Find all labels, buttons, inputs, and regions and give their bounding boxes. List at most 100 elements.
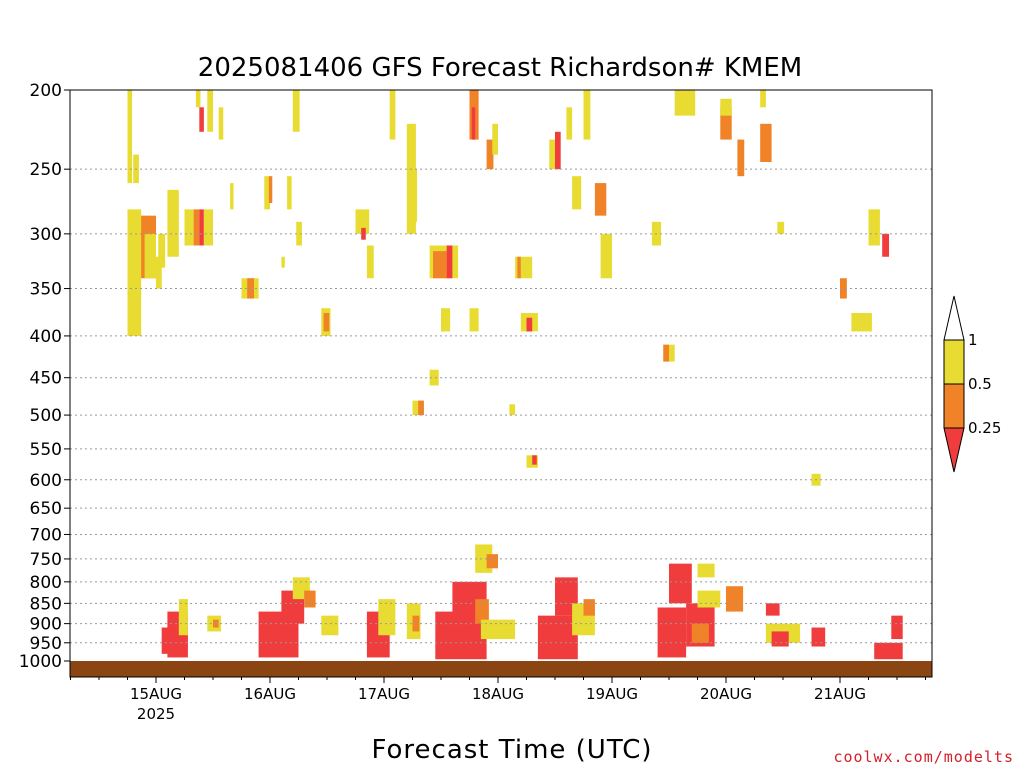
y-tick-label: 700	[30, 525, 62, 545]
ri-cell	[193, 209, 200, 246]
y-tick-label: 600	[30, 471, 62, 491]
ri-cell	[127, 90, 133, 184]
ri-cell	[737, 139, 745, 177]
ri-cell	[674, 90, 696, 116]
y-tick-label: 950	[30, 634, 62, 654]
ri-cell	[851, 313, 872, 332]
y-tick-label: 450	[30, 369, 62, 389]
ri-cell	[526, 317, 533, 332]
colorbar-swatch	[943, 383, 965, 429]
ri-cell	[868, 209, 880, 246]
y-tick-label: 500	[30, 406, 62, 426]
ri-cell	[406, 123, 416, 234]
ri-cell	[158, 233, 166, 268]
ri-cell	[323, 313, 330, 332]
ri-cell	[891, 615, 903, 640]
x-tick-label: 16AUG	[244, 685, 296, 703]
ri-cell	[566, 107, 573, 140]
ri-cell	[144, 233, 156, 279]
y-tick-label: 800	[30, 573, 62, 593]
ri-cell	[720, 98, 732, 116]
ri-cell	[292, 90, 300, 132]
ri-cell	[178, 599, 188, 636]
chart-title: 2025081406 GFS Forecast Richardson# KMEM	[198, 53, 802, 83]
ri-cell	[156, 256, 162, 289]
ri-cell	[218, 107, 224, 140]
ri-cell	[760, 90, 766, 108]
ri-cell	[532, 455, 537, 465]
ri-cell	[199, 107, 204, 132]
ri-cell	[199, 209, 204, 246]
ri-cell	[663, 344, 669, 362]
ri-cell	[882, 233, 890, 257]
y-tick-label: 300	[30, 225, 62, 245]
y-tick-label: 350	[30, 280, 62, 300]
ri-cell	[433, 251, 447, 279]
ri-cell	[697, 590, 721, 608]
ri-cell	[691, 623, 709, 643]
ri-cell	[366, 245, 374, 279]
ri-cell	[572, 176, 582, 210]
ri-cell	[378, 599, 396, 636]
colorbar-label: 0.25	[968, 419, 1001, 437]
ri-cell	[874, 642, 903, 660]
ri-cell	[583, 599, 595, 616]
ri-cell	[207, 90, 213, 132]
ri-cell	[492, 123, 498, 155]
colorbar-label: 1	[968, 331, 978, 349]
ri-cell	[509, 404, 516, 416]
ri-cell	[418, 400, 424, 416]
y-tick-label: 1000	[19, 652, 62, 672]
ri-cell	[389, 90, 396, 140]
y-tick-label: 550	[30, 440, 62, 460]
x-tick-label: 17AUG	[358, 685, 410, 703]
ri-cell	[765, 603, 780, 616]
ri-cell	[697, 563, 715, 578]
ri-cell	[281, 256, 285, 268]
y-tick-label: 750	[30, 550, 62, 570]
ri-cell	[268, 176, 273, 203]
ri-cell	[321, 615, 339, 636]
ri-cell	[441, 308, 451, 332]
x-tick-label: 20AUG	[700, 685, 752, 703]
ri-cell	[296, 221, 302, 246]
x-tick-label: 18AUG	[472, 685, 524, 703]
ri-cell	[429, 369, 439, 386]
y-tick-label: 200	[30, 81, 62, 101]
ri-cell	[549, 139, 559, 170]
colorbar: 1 0.5 0.25	[943, 295, 1001, 473]
ri-cell	[517, 256, 521, 279]
grid-lines	[70, 168, 932, 644]
ri-cell	[203, 209, 213, 246]
y-tick-label: 400	[30, 327, 62, 347]
ri-cell	[760, 123, 772, 162]
ri-cell	[195, 90, 201, 108]
ri-cell	[355, 209, 370, 234]
x-tick-label: 19AUG	[586, 685, 638, 703]
ri-cell	[264, 176, 270, 210]
colorbar-swatch	[943, 427, 965, 473]
y-tick-label: 850	[30, 594, 62, 614]
ri-cell	[287, 176, 292, 210]
ri-cell	[811, 627, 826, 647]
ri-cell	[720, 107, 732, 140]
colorbar-label: 0.5	[968, 375, 992, 393]
ri-cell	[167, 189, 179, 257]
y-tick-label: 900	[30, 615, 62, 635]
ri-cell	[594, 183, 607, 216]
ri-cell	[537, 615, 578, 660]
x-tick-label: 15AUG	[130, 685, 182, 703]
ri-cell	[480, 619, 516, 640]
ri-cell	[446, 245, 453, 279]
ri-cell	[840, 278, 847, 299]
data-cells	[127, 90, 903, 660]
ri-cell	[304, 590, 316, 608]
ri-cell	[361, 227, 366, 240]
ri-cell	[230, 183, 234, 210]
ri-cell	[600, 233, 612, 279]
ri-cell	[184, 209, 194, 246]
colorbar-swatch	[943, 339, 965, 385]
x-axis: 15AUG 2025 16AUG 17AUG 18AUG 19AUG 20AUG 21AUG	[70, 677, 926, 723]
ground-band	[70, 661, 932, 677]
